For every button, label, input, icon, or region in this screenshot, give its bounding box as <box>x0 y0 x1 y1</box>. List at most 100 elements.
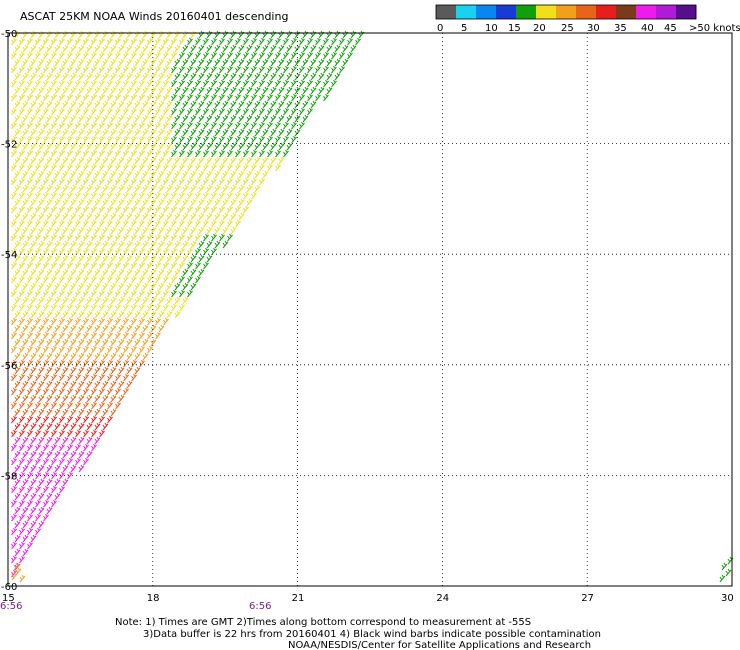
wind-barb <box>230 198 237 207</box>
wind-barb <box>22 128 29 137</box>
wind-barb <box>278 100 285 109</box>
wind-barb <box>75 345 81 354</box>
wind-barb <box>110 408 117 417</box>
wind-barb <box>19 513 25 522</box>
wind-barb <box>126 156 133 165</box>
wind-barb <box>118 338 125 347</box>
wind-barb <box>54 198 61 207</box>
wind-barb <box>134 310 141 319</box>
wind-barb <box>126 380 133 389</box>
wind-barb <box>19 359 25 368</box>
wind-barb <box>131 233 137 242</box>
wind-barb <box>27 485 33 494</box>
wind-barb <box>214 156 221 165</box>
wind-barb <box>62 254 69 263</box>
wind-barb <box>86 380 93 389</box>
wind-barb <box>278 142 285 151</box>
wind-barb <box>70 310 77 319</box>
wind-barb <box>102 156 109 165</box>
wind-barb <box>51 233 57 242</box>
wind-barb <box>107 93 113 102</box>
wind-barb <box>54 58 61 67</box>
wind-barb <box>323 93 329 102</box>
wind-barb <box>70 128 77 137</box>
wind-barb <box>54 240 61 249</box>
wind-barb <box>86 436 93 445</box>
wind-barb <box>246 58 253 67</box>
wind-barb <box>158 86 165 95</box>
wind-barb <box>118 352 125 361</box>
wind-barb <box>246 100 253 109</box>
wind-barb <box>27 261 33 270</box>
wind-barb <box>123 387 129 396</box>
wind-barb <box>315 93 321 102</box>
wind-barb <box>235 177 241 186</box>
wind-barb <box>262 72 269 81</box>
wind-barb <box>123 331 129 340</box>
wind-barb <box>142 86 149 95</box>
wind-barb <box>30 226 37 235</box>
wind-barb <box>131 331 137 340</box>
wind-barb <box>83 261 89 270</box>
wind-barb <box>243 79 249 88</box>
wind-barb <box>203 219 209 228</box>
wind-barb <box>222 128 229 137</box>
wind-barb <box>11 191 17 200</box>
wind-barb <box>278 30 285 39</box>
wind-barb <box>198 198 205 207</box>
wind-barb <box>214 240 221 249</box>
wind-barb <box>227 65 233 74</box>
wind-barb <box>166 310 173 319</box>
wind-barb <box>219 121 225 130</box>
wind-barb <box>134 268 141 277</box>
wind-barb <box>67 205 73 214</box>
wind-barb <box>30 534 37 543</box>
wind-barb <box>62 72 69 81</box>
wind-barb <box>67 79 73 88</box>
wind-barb <box>19 233 25 242</box>
wind-barb <box>203 261 209 270</box>
wind-barb <box>219 149 225 158</box>
wind-barb <box>134 184 141 193</box>
wind-barb <box>278 86 285 95</box>
wind-barb <box>238 128 245 137</box>
wind-barb <box>22 394 29 403</box>
wind-barb <box>67 303 73 312</box>
wind-barb <box>206 156 213 165</box>
wind-barb <box>123 135 129 144</box>
wind-barb <box>99 261 105 270</box>
wind-barb <box>259 135 265 144</box>
wind-barb <box>150 338 157 347</box>
wind-barb <box>203 79 209 88</box>
wind-barb <box>158 310 165 319</box>
wind-barb <box>174 72 181 81</box>
wind-barb <box>62 44 69 53</box>
wind-barb <box>14 450 21 459</box>
wind-barb <box>166 212 173 221</box>
wind-barb <box>30 450 37 459</box>
wind-barb <box>118 268 125 277</box>
wind-barb <box>30 114 37 123</box>
wind-barb <box>94 282 101 291</box>
wind-barb <box>70 296 77 305</box>
wind-barb <box>43 485 49 494</box>
wind-barb <box>334 30 341 39</box>
latitude-label: -54 <box>1 250 17 261</box>
wind-barb <box>227 107 233 116</box>
wind-barb <box>62 296 69 305</box>
wind-barb <box>243 163 249 172</box>
wind-barb <box>14 282 21 291</box>
wind-barb <box>246 128 253 137</box>
wind-barb <box>59 345 65 354</box>
wind-barb <box>38 394 45 403</box>
wind-barb <box>166 142 173 151</box>
wind-barb <box>70 44 77 53</box>
wind-barb <box>46 114 53 123</box>
wind-barb <box>38 156 45 165</box>
wind-barb <box>182 240 189 249</box>
wind-barb <box>67 289 73 298</box>
wind-barb <box>27 373 33 382</box>
wind-barb <box>206 170 213 179</box>
wind-barb <box>78 72 85 81</box>
wind-barb <box>102 268 109 277</box>
